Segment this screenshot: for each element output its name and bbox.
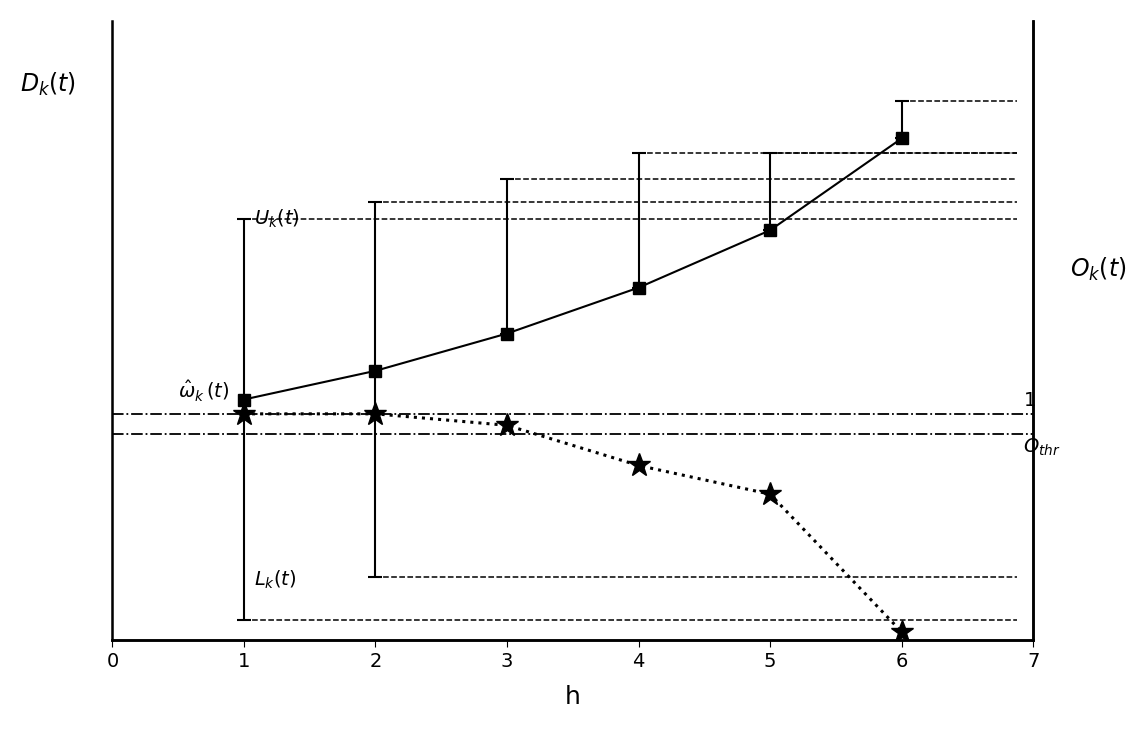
Text: $O_{thr}$: $O_{thr}$ [1022, 437, 1060, 458]
Y-axis label: $D_k(t)$: $D_k(t)$ [19, 70, 76, 98]
Text: $U_k(t)$: $U_k(t)$ [254, 207, 300, 230]
Text: $L_k(t)$: $L_k(t)$ [254, 569, 297, 591]
X-axis label: h: h [565, 685, 581, 709]
Text: $\hat{\omega}_k\,(t)$: $\hat{\omega}_k\,(t)$ [178, 378, 229, 404]
Text: $1$: $1$ [1022, 391, 1035, 410]
Y-axis label: $O_k(t)$: $O_k(t)$ [1070, 256, 1127, 283]
